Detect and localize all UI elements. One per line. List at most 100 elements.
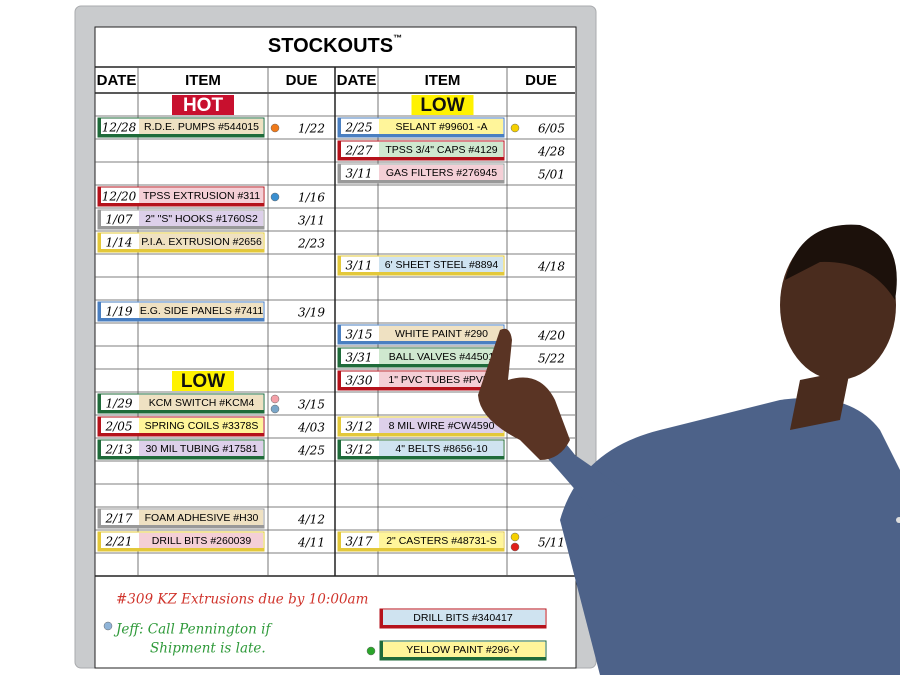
due-date: 5/22 [538,352,565,366]
magnet-item-fill [139,418,263,434]
magnet: 1/14 P.I.A. EXTRUSION #2656 [97,232,265,253]
magnet-left-edge [338,440,341,459]
magnet-item-fill [139,211,263,227]
due-date: 1/16 [298,191,325,205]
due-date: 3/15 [298,398,325,412]
magnet-edge [338,180,504,183]
person [478,224,900,675]
magnet-date: 12/28 [102,121,137,135]
magnet-item: P.I.A. EXTRUSION #2656 [141,236,262,248]
magnet-item: KCM SWITCH #KCM4 [149,397,255,409]
magnet-date: 3/11 [346,259,373,273]
magnet-left-edge [98,440,101,459]
magnet-item-fill [379,142,503,158]
due-date: 4/12 [297,513,325,527]
column-header: DUE [286,72,318,89]
magnet-item-fill [379,326,503,342]
magnet-item: DRILL BITS #340417 [413,612,513,624]
magnet-item: GAS FILTERS #276945 [386,167,497,179]
magnet-date: 1/07 [106,213,133,227]
magnet-item-fill [380,610,545,626]
magnet-item: 2" CASTERS #48731-S [386,535,497,547]
magnet-left-edge [98,187,101,206]
magnet-item-fill [139,188,263,204]
magnet: 12/20 TPSS EXTRUSION #311 [97,186,265,207]
magnet-date: 12/20 [102,190,137,204]
magnet-item-fill [139,234,263,250]
magnet: 2/25 SELANT #99601 -A [337,117,505,138]
magnet-left-edge [338,118,341,137]
magnet-item-fill [139,303,263,319]
magnet-item: 2" "S" HOOKS #1760S2 [145,213,258,225]
magnet: 1/29 KCM SWITCH #KCM4 [97,393,265,414]
magnet-item-fill [379,418,503,434]
magnet-item: TPSS 3/4" CAPS #4129 [385,144,497,156]
due-date: 3/11 [298,214,325,228]
column-header: DATE [97,72,137,89]
magnet-left-edge [98,532,101,551]
magnet-left-edge [338,371,341,390]
magnet-edge [98,134,264,137]
section-label: LOW [181,371,225,392]
magnet: 2/13 30 MIL TUBING #17581 [97,439,265,460]
magnet-item: WHITE PAINT #290 [395,328,488,340]
magnet: 2/05 SPRING COILS #3378S [97,416,265,437]
magnet-date: 3/15 [346,328,373,342]
magnet-item: R.D.E. PUMPS #544015 [144,121,259,133]
magnet-date: 3/31 [346,351,373,365]
magnet: 3/11 GAS FILTERS #276945 [337,163,505,184]
column-header: DATE [337,72,377,89]
status-dot [366,646,376,656]
column-header: ITEM [425,72,461,89]
person-neck [790,370,850,430]
due-date: 4/03 [297,421,325,435]
magnet: 3/15 WHITE PAINT #290 [337,324,505,345]
magnet: 3/11 6' SHEET STEEL #8894 [337,255,505,276]
magnet-edge [338,272,504,275]
magnet-left-edge [98,210,101,229]
magnet-edge [98,525,264,528]
status-dot [270,394,280,404]
magnet: 3/30 1" PVC TUBES #PV59 [337,370,505,391]
magnet: 12/28 R.D.E. PUMPS #544015 [97,117,265,138]
title-text: STOCKOUTS [268,35,393,57]
magnet-left-edge [380,609,383,628]
magnet-date: 2/17 [105,512,133,526]
magnet-left-edge [98,417,101,436]
magnet-left-edge [338,164,341,183]
magnet-edge [380,625,546,628]
status-dot [270,123,280,133]
magnet-edge [338,456,504,459]
magnet-item: 6' SHEET STEEL #8894 [385,259,499,271]
magnet-edge [338,364,504,367]
magnet-edge [98,433,264,436]
person-hand [478,328,570,460]
magnet-edge [338,548,504,551]
magnet: 2/21 DRILL BITS #260039 [97,531,265,552]
magnet-date: 3/12 [346,443,373,457]
magnet: 2/17 FOAM ADHESIVE #H30 [97,508,265,529]
magnet-left-edge [338,532,341,551]
magnet: 3/12 4" BELTS #8656-10 [337,439,505,460]
person-hair [785,224,897,300]
due-date: 3/19 [298,306,325,320]
content: HOT LOW 12/28 R.D.E. PUMPS #544015 1/22 2/25 S… [97,95,565,661]
magnet-edge [338,433,504,436]
magnet-item-fill [379,257,503,273]
magnet: DRILL BITS #340417 [379,608,547,629]
column-header: ITEM [185,72,221,89]
magnet-left-edge [338,256,341,275]
magnet-edge [98,318,264,321]
magnet: 3/31 BALL VALVES #44501 [337,347,505,368]
due-date: 5/01 [538,168,565,182]
magnet-date: 3/17 [346,535,373,549]
magnet-left-edge [98,509,101,528]
section-label: HOT [183,95,224,116]
magnet-item-fill [379,533,503,549]
magnet-edge [98,203,264,206]
magnet-date: 2/13 [105,443,133,457]
board-title: STOCKOUTS™ [268,33,402,57]
magnet-edge [98,456,264,459]
magnet-item-fill [139,510,263,526]
